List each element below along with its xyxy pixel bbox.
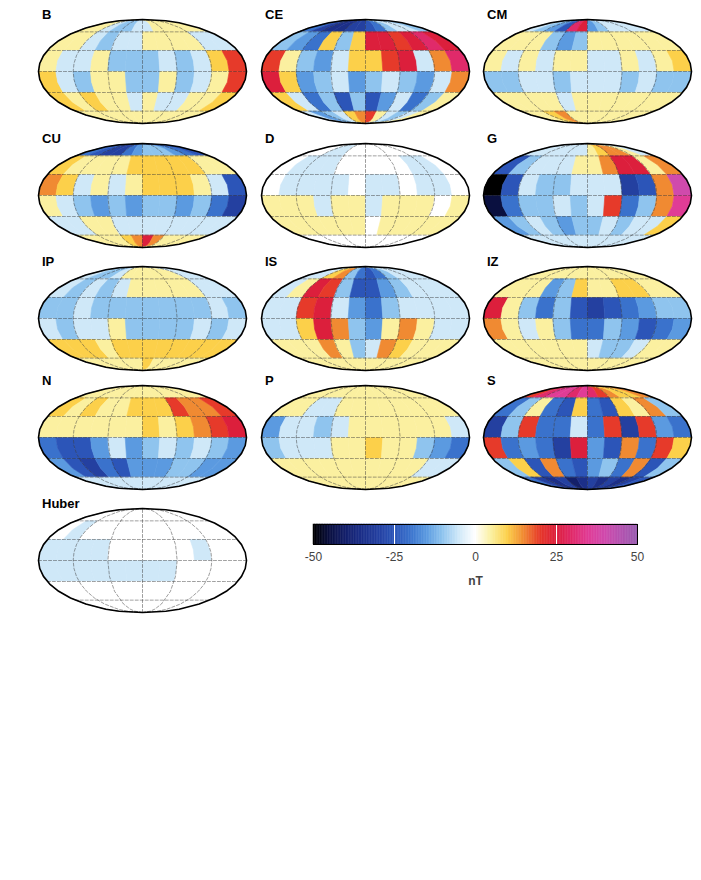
- html-text:D: D: [265, 131, 275, 146]
- html-text:IZ: IZ: [487, 254, 499, 269]
- html-text:IS: IS: [265, 254, 278, 269]
- html-text:N: N: [42, 373, 52, 388]
- svg-text:-25: -25: [386, 550, 404, 564]
- html-text:CE: CE: [265, 7, 284, 22]
- html-text:S: S: [487, 373, 496, 388]
- html-text:CM: CM: [487, 7, 508, 22]
- svg-text:25: 25: [550, 550, 564, 564]
- html-text:P: P: [265, 373, 274, 388]
- html-text:Huber: Huber: [42, 496, 80, 511]
- svg-text:0: 0: [472, 550, 479, 564]
- html-text:CU: CU: [42, 131, 61, 146]
- svg-text:-50: -50: [305, 550, 323, 564]
- svg-text:nT: nT: [468, 574, 483, 588]
- html-text:B: B: [42, 7, 52, 22]
- html-text:IP: IP: [42, 254, 55, 269]
- svg-text:50: 50: [631, 550, 645, 564]
- html-text:G: G: [487, 131, 498, 146]
